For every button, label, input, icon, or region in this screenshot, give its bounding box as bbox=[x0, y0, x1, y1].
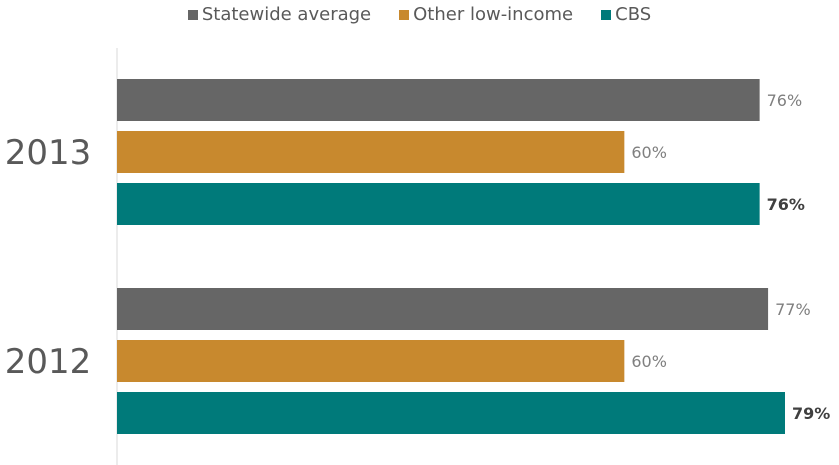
bar-other-low-income-2012 bbox=[117, 340, 625, 382]
bar-cbs-2012 bbox=[117, 392, 785, 434]
data-label-other-low-income-2013: 60% bbox=[631, 143, 667, 162]
bar-cbs-2013 bbox=[117, 183, 760, 225]
bar-statewide-average-2012 bbox=[117, 288, 769, 330]
category-label-2013: 2013 bbox=[5, 133, 92, 173]
data-label-cbs-2013: 76% bbox=[767, 195, 805, 214]
legend-item-cbs: CBS bbox=[601, 4, 651, 25]
legend-label-statewide-average: Statewide average bbox=[201, 4, 372, 25]
bar-other-low-income-2013 bbox=[117, 131, 625, 173]
legend-label-other-low-income: Other low-income bbox=[413, 4, 574, 25]
legend: Statewide average Other low-income CBS bbox=[0, 4, 839, 25]
data-label-cbs-2012: 79% bbox=[792, 404, 830, 423]
bar-statewide-average-2013 bbox=[117, 79, 760, 121]
legend-swatch-cbs bbox=[601, 9, 612, 20]
data-label-other-low-income-2012: 60% bbox=[631, 352, 667, 371]
legend-swatch-other-low-income bbox=[399, 9, 410, 20]
category-label-2012: 2012 bbox=[5, 342, 92, 382]
data-label-statewide-average-2013: 76% bbox=[767, 91, 803, 110]
legend-label-cbs: CBS bbox=[615, 4, 652, 25]
legend-swatch-statewide-average bbox=[187, 9, 198, 20]
legend-item-statewide-average: Statewide average bbox=[187, 4, 372, 25]
legend-item-other-low-income: Other low-income bbox=[399, 4, 573, 25]
data-label-statewide-average-2012: 77% bbox=[775, 300, 811, 319]
